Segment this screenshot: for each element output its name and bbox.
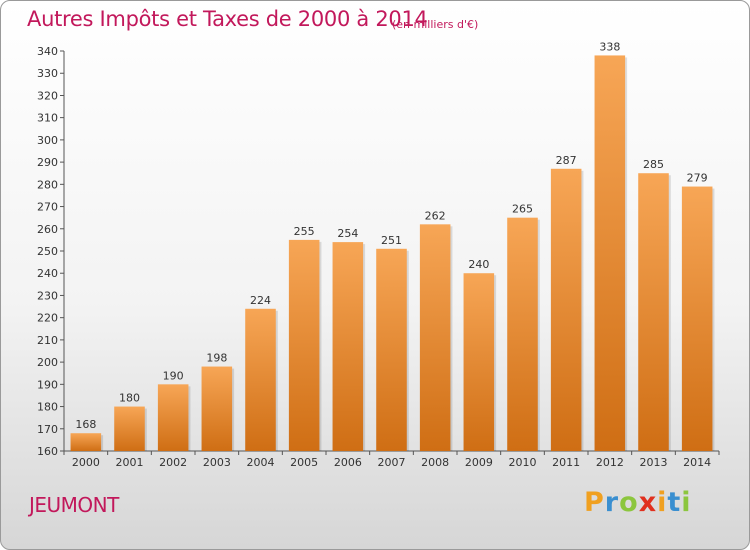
x-tick-label: 2010 [509, 456, 537, 469]
proxiti-logo: Proxiti [584, 487, 692, 518]
x-tick-label: 2004 [247, 456, 275, 469]
y-tick-label: 280 [37, 178, 58, 191]
y-tick-label: 200 [37, 356, 58, 369]
y-tick-label: 250 [37, 245, 58, 258]
x-tick-label: 2002 [159, 456, 187, 469]
x-tick-label: 2001 [116, 456, 144, 469]
y-tick-label: 230 [37, 289, 58, 302]
bar-2014 [681, 186, 713, 452]
y-tick-label: 240 [37, 267, 58, 280]
bar-2008 [419, 224, 451, 451]
commune-name: JEUMONT [29, 493, 119, 517]
bar-value-label: 198 [206, 352, 227, 365]
x-tick-label: 2012 [596, 456, 624, 469]
bar-2013 [638, 173, 669, 451]
bar-value-label: 338 [599, 40, 620, 53]
logo-letter: i [657, 487, 668, 518]
x-tick-label: 2006 [334, 456, 362, 469]
y-tick-label: 330 [37, 67, 58, 80]
y-tick-label: 300 [37, 134, 58, 147]
bar-2010 [507, 217, 538, 451]
logo-letter: t [667, 487, 682, 518]
y-tick-label: 270 [37, 201, 58, 214]
bar-2001 [114, 406, 145, 451]
bar-value-label: 285 [643, 158, 664, 171]
x-tick-label: 2008 [421, 456, 449, 469]
bar-2009 [463, 273, 495, 451]
bar-value-label: 279 [687, 172, 708, 185]
bar-2012 [594, 55, 626, 451]
y-tick-label: 310 [37, 112, 58, 125]
x-tick-label: 2013 [640, 456, 668, 469]
bar-value-label: 287 [556, 154, 577, 167]
bar-2000 [70, 433, 102, 451]
x-tick-label: 2007 [378, 456, 406, 469]
bar-2004 [245, 308, 276, 451]
y-tick-label: 220 [37, 312, 58, 325]
y-tick-label: 290 [37, 156, 58, 169]
x-tick-label: 2005 [290, 456, 318, 469]
y-tick-label: 210 [37, 334, 58, 347]
y-tick-label: 160 [37, 445, 58, 458]
chart-unit: (en milliers d'€) [392, 18, 479, 31]
bar-value-label: 254 [337, 227, 358, 240]
x-tick-label: 2014 [683, 456, 711, 469]
bar-2006 [332, 242, 364, 451]
bar-2005 [288, 239, 320, 451]
axis-layer: 160 170 180 190 200 210 220 230 240 250 260 270 280 2… [37, 45, 720, 469]
bar-value-label: 168 [75, 418, 96, 431]
y-tick-label: 340 [37, 45, 58, 58]
logo-letter: x [638, 487, 658, 518]
x-tick-label: 2011 [552, 456, 580, 469]
bars-layer: 168 180 190 198 224 255 254 251 262 240 265 287 338 2… [70, 40, 715, 452]
bar-2003 [201, 366, 233, 451]
x-tick-label: 2009 [465, 456, 493, 469]
logo-letter: o [619, 487, 639, 518]
bar-value-label: 255 [294, 225, 315, 238]
bar-2002 [157, 384, 189, 451]
y-tick-label: 190 [37, 378, 58, 391]
y-tick-label: 320 [37, 89, 58, 102]
chart-title: Autres Impôts et Taxes de 2000 à 2014 [27, 7, 428, 31]
x-tick-label: 2003 [203, 456, 231, 469]
bar-value-label: 240 [468, 258, 489, 271]
logo-letter: r [604, 487, 620, 518]
bar-value-label: 265 [512, 203, 533, 216]
bar-value-label: 224 [250, 294, 271, 307]
bar-value-label: 190 [163, 369, 184, 382]
bar-value-label: 262 [425, 209, 446, 222]
bar-value-label: 251 [381, 234, 402, 247]
bar-2007 [376, 248, 407, 451]
y-tick-label: 170 [37, 423, 58, 436]
logo-letter: i [681, 487, 692, 518]
y-tick-label: 180 [37, 401, 58, 414]
bar-2011 [550, 168, 582, 451]
logo-letter: P [584, 487, 605, 518]
y-tick-label: 260 [37, 223, 58, 236]
bar-value-label: 180 [119, 392, 140, 405]
x-tick-label: 2000 [72, 456, 100, 469]
